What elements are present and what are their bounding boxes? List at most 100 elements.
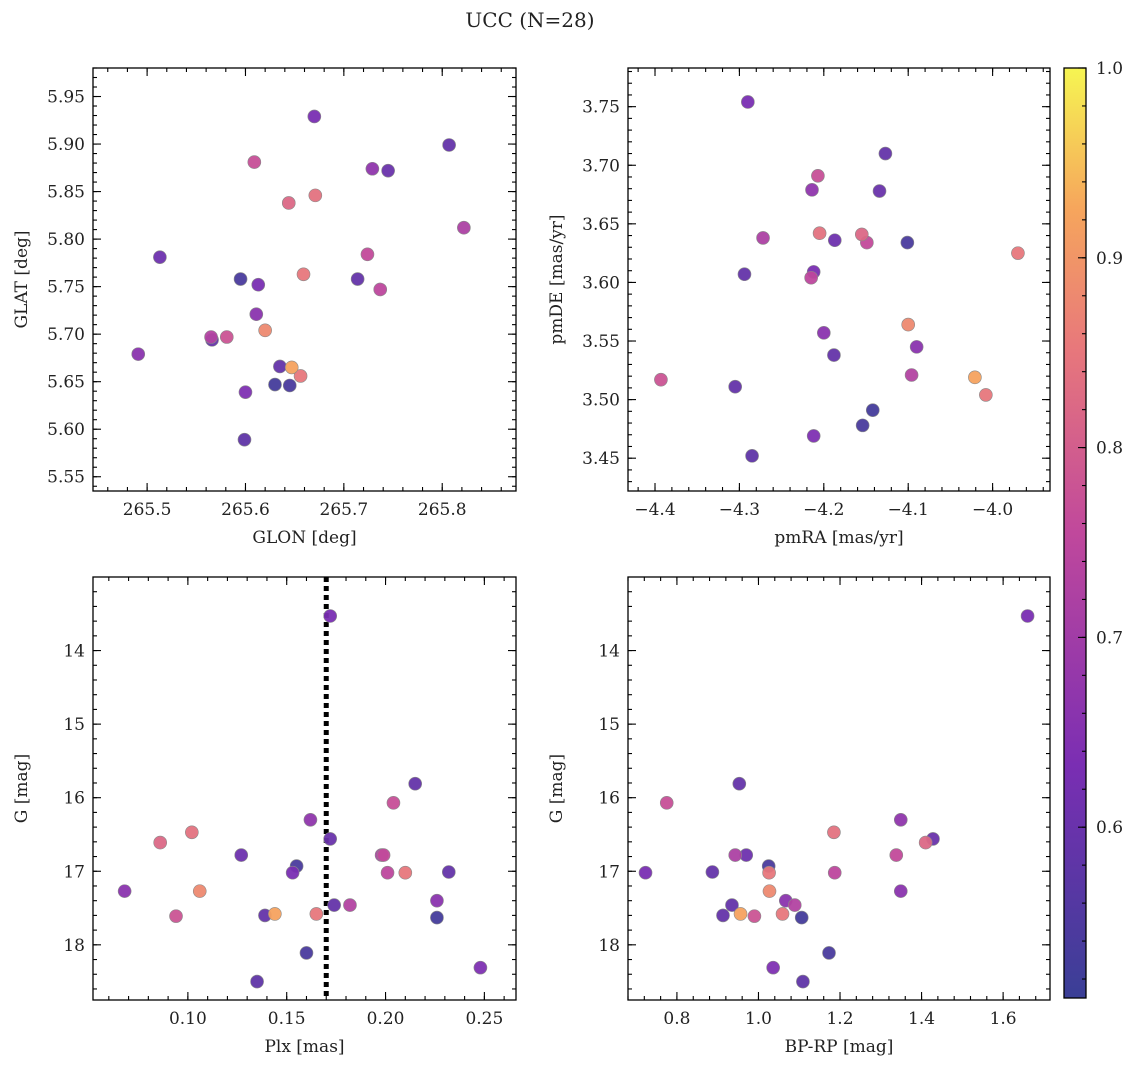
y-tick-label: 15 bbox=[598, 715, 620, 735]
x-tick-label: −4.2 bbox=[803, 500, 844, 520]
x-axis-label: BP-RP [mag] bbox=[785, 1037, 894, 1057]
scatter-point bbox=[728, 379, 742, 394]
scatter-point bbox=[854, 227, 869, 242]
scatter-point bbox=[285, 865, 300, 880]
scatter-point bbox=[893, 884, 908, 898]
scatter-point bbox=[323, 832, 337, 846]
figure-title: UCC (N=28) bbox=[465, 8, 594, 32]
colorbar-tick-label: 1.0 bbox=[1096, 59, 1123, 79]
y-tick-label: 14 bbox=[63, 642, 85, 662]
scatter-point bbox=[457, 220, 471, 235]
scatter-point bbox=[1011, 246, 1025, 260]
scatter-point bbox=[741, 95, 755, 109]
scatter-point bbox=[725, 898, 739, 912]
scatter-point bbox=[900, 235, 915, 250]
scatter-point bbox=[327, 898, 341, 912]
y-tick-label: 5.85 bbox=[47, 183, 85, 203]
scatter-point bbox=[442, 138, 456, 152]
colorbar-tick-label: 0.7 bbox=[1096, 628, 1123, 648]
scatter-point bbox=[153, 835, 168, 850]
scatter-point bbox=[219, 330, 234, 344]
scatter-point bbox=[737, 267, 752, 282]
scatter-point bbox=[827, 348, 841, 362]
panel-plx-g: 0.10 0.15 0.20 0.25 14 15 16 17 18 Plx [mas] G [ma… bbox=[12, 576, 517, 1057]
scatter-point bbox=[238, 385, 253, 399]
y-tick-label: 3.60 bbox=[582, 273, 620, 293]
y-tick-label: 15 bbox=[63, 715, 85, 735]
scatter-point bbox=[904, 368, 919, 382]
y-tick-label: 14 bbox=[598, 642, 620, 662]
scatter-point bbox=[822, 946, 836, 960]
scatter-point bbox=[716, 908, 730, 923]
x-axis-label: pmRA [mas/yr] bbox=[774, 528, 903, 548]
x-tick-label: −4.3 bbox=[719, 500, 760, 520]
scatter-point bbox=[811, 169, 825, 183]
scatter-point bbox=[153, 250, 167, 264]
y-axis-label: pmDE [mas/yr] bbox=[547, 214, 567, 344]
scatter-point bbox=[733, 907, 748, 921]
colorbar: 0.6 0.7 0.8 0.9 1.0 bbox=[1063, 59, 1123, 999]
scatter-point bbox=[360, 247, 375, 262]
x-tick-label: 1.2 bbox=[826, 1009, 853, 1029]
scatter-point bbox=[638, 865, 653, 880]
x-tick-label: 265.7 bbox=[320, 500, 369, 520]
y-tick-label: 5.75 bbox=[47, 278, 85, 298]
scatter-point bbox=[745, 449, 759, 463]
plot-frame bbox=[92, 576, 517, 1001]
x-tick-label: 0.10 bbox=[169, 1009, 207, 1029]
y-tick-label: 16 bbox=[598, 789, 620, 809]
scatter-point bbox=[237, 432, 252, 447]
scatter-point bbox=[1020, 609, 1035, 623]
x-tick-label: 265.6 bbox=[221, 500, 270, 520]
scatter-point bbox=[365, 161, 380, 176]
scatter-point bbox=[281, 196, 296, 210]
scatter-point bbox=[343, 898, 357, 912]
panel-bprp-g: 0.8 1.0 1.2 1.4 1.6 14 15 16 17 18 BP-RP [mag] G [m… bbox=[547, 576, 1051, 1057]
scatter-point bbox=[901, 317, 916, 332]
plot-frame bbox=[92, 67, 517, 492]
scatter-point bbox=[654, 372, 668, 387]
y-tick-label: 18 bbox=[598, 936, 620, 956]
y-tick-label: 5.70 bbox=[47, 325, 85, 345]
scatter-point bbox=[806, 429, 821, 443]
y-axis-label: GLAT [deg] bbox=[12, 230, 32, 328]
scatter-point bbox=[889, 848, 904, 862]
scatter-point bbox=[308, 188, 323, 203]
scatter-point bbox=[827, 865, 842, 880]
scatter-point bbox=[408, 776, 422, 791]
scatter-point bbox=[775, 907, 790, 921]
scatter-point bbox=[284, 360, 299, 375]
scatter-point bbox=[273, 359, 287, 374]
scatter-point bbox=[827, 233, 842, 248]
scatter-point bbox=[430, 893, 444, 908]
scatter-point bbox=[766, 960, 780, 975]
y-axis-label: G [mag] bbox=[12, 754, 32, 823]
scatter-point bbox=[233, 272, 248, 286]
scatter-point bbox=[796, 974, 810, 989]
x-tick-label: 0.15 bbox=[268, 1009, 306, 1029]
y-tick-label: 3.70 bbox=[582, 156, 620, 176]
y-tick-label: 3.50 bbox=[582, 391, 620, 411]
scatter-point bbox=[968, 370, 982, 385]
scatter-point bbox=[380, 865, 395, 880]
scatter-point bbox=[192, 884, 207, 898]
scatter-point bbox=[473, 960, 488, 975]
y-tick-label: 5.55 bbox=[47, 468, 85, 488]
scatter-point bbox=[350, 272, 365, 286]
scatter-point bbox=[251, 277, 266, 292]
x-tick-label: 265.8 bbox=[418, 500, 467, 520]
scatter-point bbox=[250, 974, 264, 989]
plot-frame bbox=[627, 67, 1051, 492]
scatter-point bbox=[804, 270, 818, 285]
scatter-point bbox=[268, 377, 282, 392]
panel-glon-glat: 265.5 265.6 265.7 265.8 5.55 5.60 5.65 5.70 5.75… bbox=[12, 67, 517, 548]
scatter-point bbox=[309, 907, 324, 921]
scatter-point bbox=[812, 226, 827, 241]
scatter-point bbox=[398, 865, 413, 880]
y-tick-label: 3.65 bbox=[582, 215, 620, 235]
scatter-point bbox=[756, 231, 770, 245]
scatter-point bbox=[117, 884, 132, 898]
x-tick-label: −4.1 bbox=[888, 500, 929, 520]
scatter-point bbox=[817, 326, 831, 340]
y-tick-label: 3.45 bbox=[582, 449, 620, 469]
